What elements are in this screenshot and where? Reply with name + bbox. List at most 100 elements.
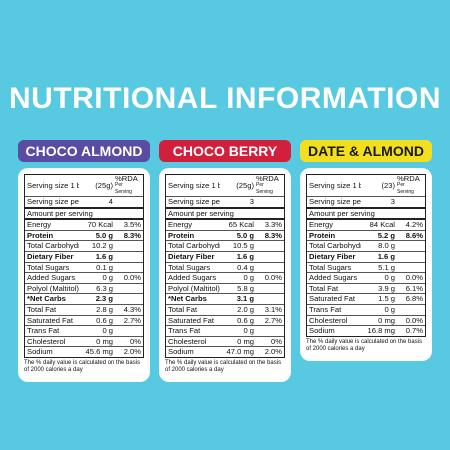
- nutrient-label: Added Sugars: [168, 273, 217, 283]
- nutrient-rda: 0.7%: [405, 326, 423, 336]
- nutrient-amount: 2.0 g: [237, 304, 254, 314]
- nutrient-row: *Net Carbs 3.1 g: [166, 293, 284, 304]
- nutrient-rda: 6.1%: [405, 283, 423, 293]
- nutrient-row: Added Sugars 0 g 0.0%: [25, 272, 143, 283]
- nutrient-row: Trans Fat 0 g: [166, 325, 284, 336]
- nutrient-rda: 0%: [271, 336, 282, 346]
- nutrient-label: Protein: [309, 230, 336, 240]
- nutrient-label: Total Fat: [309, 283, 339, 293]
- nutrient-amount: 0 g: [102, 273, 113, 283]
- rda-header: %RDA Per Serving: [397, 175, 423, 196]
- pack-label: Serving size per pack: [309, 197, 361, 206]
- serving-amount: (25g): [95, 180, 113, 190]
- nutrient-amount: 5.0 g: [95, 230, 113, 240]
- nutrient-rda: 0.0%: [405, 315, 423, 325]
- nutrient-label: Added Sugars: [309, 273, 358, 283]
- nutrient-row: Polyol (Maltitol) 6.3 g: [25, 282, 143, 294]
- nutrient-row: Energy 84 Kcal 4.2%: [307, 218, 425, 230]
- nutrient-label: *Net Carbs: [168, 294, 207, 304]
- nutrient-amount: 3.1 g: [236, 294, 254, 304]
- nutrient-label: Dietary Fiber: [27, 251, 74, 261]
- nutrient-row: Total Carbohydrate 10.2 g: [25, 240, 143, 251]
- nutrient-amount: 70 Kcal: [87, 220, 113, 230]
- nutrient-rda: 0.0%: [264, 273, 282, 283]
- nutrient-amount: 2.3 g: [95, 294, 113, 304]
- nutrient-label: Trans Fat: [27, 326, 60, 336]
- pack-row: Serving size per pack 3: [307, 196, 425, 207]
- amount-header-text: Amount per serving: [309, 208, 375, 218]
- nutrient-row: Cholesterol 0 mg 0%: [166, 335, 284, 347]
- nutrient-row: Sodium 47.0 mg 2.0%: [166, 346, 284, 357]
- serving-amount: (25g): [236, 180, 254, 190]
- nutrient-amount: 6.3 g: [96, 283, 113, 293]
- nutrient-rda: 3.5%: [123, 220, 141, 230]
- nutrient-row: Added Sugars 0 g 0.0%: [166, 272, 284, 283]
- nutrient-amount: 0 g: [384, 273, 395, 283]
- nutrient-amount: 8.0 g: [378, 241, 395, 251]
- nutrient-label: Total Sugars: [168, 262, 211, 272]
- nutrient-rda: 8.6%: [405, 230, 423, 240]
- nutrient-amount: 0 mg: [378, 315, 395, 325]
- nutrient-amount: 0 mg: [96, 336, 113, 346]
- nutrient-label: Dietary Fiber: [168, 251, 215, 261]
- nutrient-amount: 3.9 g: [378, 283, 395, 293]
- nutrient-row: Dietary Fiber 1.6 g: [166, 250, 284, 262]
- nutrient-row: Total Sugars 5.1 g: [307, 261, 425, 273]
- nutrient-label: Total Sugars: [309, 262, 352, 272]
- nutrient-row: Added Sugars 0 g 0.0%: [307, 272, 425, 283]
- nutrient-label: Sodium: [27, 347, 53, 357]
- nutrient-amount: 2.8 g: [96, 304, 113, 314]
- nutrient-row: Polyol (Maltitol) 5.8 g: [166, 282, 284, 294]
- nutrient-label: Cholesterol: [309, 315, 348, 325]
- nutrient-row: Cholesterol 0 mg 0%: [25, 335, 143, 347]
- nutrient-label: Total Carbohydrate: [309, 241, 361, 251]
- nutrient-rda: 2.0%: [123, 347, 141, 357]
- nutrient-label: Total Carbohydrate: [168, 241, 220, 251]
- nutrient-rda: 3.3%: [264, 220, 282, 230]
- nutrient-label: Protein: [168, 230, 195, 240]
- nutrient-amount: 10.5 g: [232, 241, 254, 251]
- nutrient-row: Saturated Fat 0.6 g 2.7%: [25, 314, 143, 326]
- pack-amount: 3: [390, 197, 395, 206]
- footnote: The % daily value is calculated on the b…: [24, 359, 141, 373]
- nutrient-row: Energy 70 Kcal 3.5%: [25, 218, 143, 230]
- nutrient-label: Energy: [168, 220, 193, 230]
- rda-header: %RDA Per Serving: [256, 175, 282, 196]
- nutrient-row: Saturated Fat 1.5 g 6.8%: [307, 293, 425, 304]
- amount-header: Amount per serving: [166, 206, 284, 219]
- nutrient-row: Cholesterol 0 mg 0.0%: [307, 314, 425, 326]
- nutrient-rda: 0.0%: [123, 273, 141, 283]
- nutrient-amount: 16.8 mg: [367, 326, 395, 336]
- footnote: The % daily value is calculated on the b…: [306, 338, 423, 352]
- nutrient-label: Total Carbohydrate: [27, 241, 79, 251]
- nutrient-amount: 0 g: [102, 326, 113, 336]
- nutrient-label: Saturated Fat: [309, 294, 356, 304]
- product-label: CHOCO ALMOND: [18, 140, 150, 162]
- nutrient-row: Sodium 45.6 mg 2.0%: [25, 346, 143, 357]
- rda-header-text: %RDA: [256, 174, 279, 183]
- nutrient-label: Energy: [27, 220, 52, 230]
- nutrient-row: Trans Fat 0 g: [25, 325, 143, 336]
- nutrient-row: *Net Carbs 2.3 g: [25, 293, 143, 304]
- nutrient-label: Total Fat: [27, 304, 57, 314]
- nutrient-amount: 0.6 g: [96, 315, 113, 325]
- nutrient-row: Total Sugars 0.1 g: [25, 261, 143, 273]
- pack-row: Serving size per pack 4: [25, 196, 143, 207]
- nutrient-label: Added Sugars: [27, 273, 76, 283]
- nutrient-amount: 5.8 g: [237, 283, 254, 293]
- product-label: DATE & ALMOND: [300, 140, 432, 162]
- nutrient-row: Sodium 16.8 mg 0.7%: [307, 325, 425, 336]
- nutrient-rda: 4.2%: [405, 220, 423, 230]
- nutrient-label: Protein: [27, 230, 54, 240]
- nutrient-row: Protein 5.0 g 8.3%: [25, 229, 143, 241]
- nutrient-row: Protein 5.0 g 8.3%: [166, 229, 284, 241]
- rda-header: %RDA Per Serving: [115, 175, 141, 196]
- nutrient-row: Total Carbohydrate 8.0 g: [307, 240, 425, 251]
- rda-header-text: %RDA: [115, 174, 138, 183]
- serving-label: Serving size 1 bar: [168, 180, 220, 190]
